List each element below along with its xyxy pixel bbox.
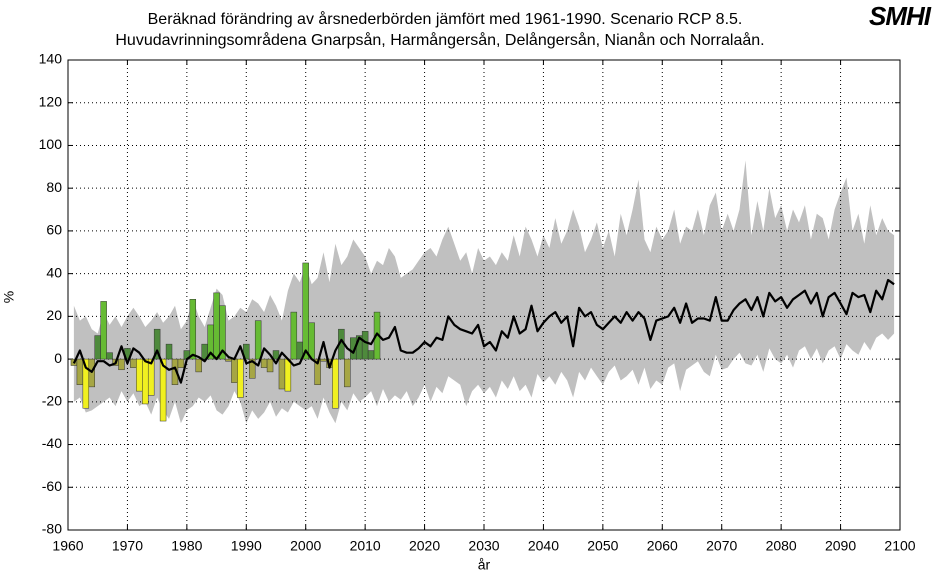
chart-subtitle: Huvudavrinningsområdena Gnarpsån, Harmån… — [115, 31, 764, 49]
bar — [76, 358, 84, 385]
bar — [361, 331, 369, 360]
bar — [171, 358, 179, 385]
logo: SMHI — [869, 1, 932, 31]
x-tick-label: 1990 — [231, 538, 262, 554]
x-tick-label: 2100 — [884, 538, 915, 554]
line — [72, 278, 895, 384]
x-tick-label: 2000 — [290, 538, 321, 554]
x-tick-label: 2010 — [350, 538, 381, 554]
x-tick-label: 2050 — [587, 538, 618, 554]
y-tick-label: 120 — [39, 93, 63, 109]
x-tick-label: 2070 — [706, 538, 737, 554]
bar — [254, 320, 262, 360]
bar — [290, 311, 298, 360]
chart-title: Beräknad förändring av årsnederbörden jä… — [148, 10, 743, 28]
y-tick-label: 20 — [46, 307, 62, 323]
bar — [118, 358, 125, 371]
y-tick-label: -80 — [42, 521, 62, 537]
bar — [189, 299, 197, 360]
bar — [94, 335, 101, 360]
bar — [153, 328, 161, 360]
plot-area — [67, 59, 901, 531]
y-tick-label: -60 — [42, 478, 62, 494]
y-axis-title: % — [1, 291, 17, 303]
y-tick-label: 140 — [39, 51, 63, 67]
bar — [219, 305, 226, 360]
bar — [266, 358, 274, 373]
plot-frame — [67, 59, 901, 531]
y-tick-label: 0 — [54, 350, 62, 366]
bar — [302, 262, 309, 360]
bar — [195, 358, 202, 373]
bar — [159, 358, 167, 422]
x-tick-label: 2080 — [766, 538, 797, 554]
bar — [237, 358, 244, 398]
x-tick-label: 2040 — [528, 538, 559, 554]
y-tick-label: 100 — [39, 136, 63, 152]
bar — [284, 358, 292, 392]
bar — [165, 343, 173, 360]
bar — [213, 292, 220, 360]
x-tick-label: 1980 — [171, 538, 202, 554]
x-tick-label: 1970 — [112, 538, 143, 554]
y-tick-label: 80 — [46, 179, 62, 195]
bar — [147, 358, 155, 396]
bar — [106, 352, 113, 360]
y-tick-label: 40 — [46, 264, 62, 280]
x-tick-label: 2020 — [409, 538, 440, 554]
bar — [249, 358, 256, 379]
bar — [278, 358, 286, 390]
x-tick-label: 2090 — [825, 538, 856, 554]
bar — [142, 358, 149, 405]
bar — [308, 322, 315, 360]
bar — [100, 301, 107, 360]
bar — [225, 358, 232, 362]
bar — [177, 358, 185, 368]
bar — [320, 358, 327, 362]
bar — [344, 358, 351, 388]
bar — [260, 358, 268, 368]
range-band — [73, 160, 895, 424]
x-tick-label: 2060 — [647, 538, 678, 554]
bar — [367, 350, 375, 360]
y-tick-label: -20 — [42, 393, 62, 409]
bar — [272, 350, 280, 360]
y-tick-label: 60 — [46, 222, 62, 238]
bar — [231, 358, 238, 383]
bar — [332, 358, 339, 409]
x-tick-label: 1960 — [52, 538, 83, 554]
y-tick-label: -40 — [42, 435, 62, 451]
x-axis-title: år — [478, 557, 491, 573]
x-tick-label: 2030 — [468, 538, 499, 554]
bar — [130, 358, 137, 368]
bar — [314, 358, 321, 385]
bar — [136, 358, 143, 392]
